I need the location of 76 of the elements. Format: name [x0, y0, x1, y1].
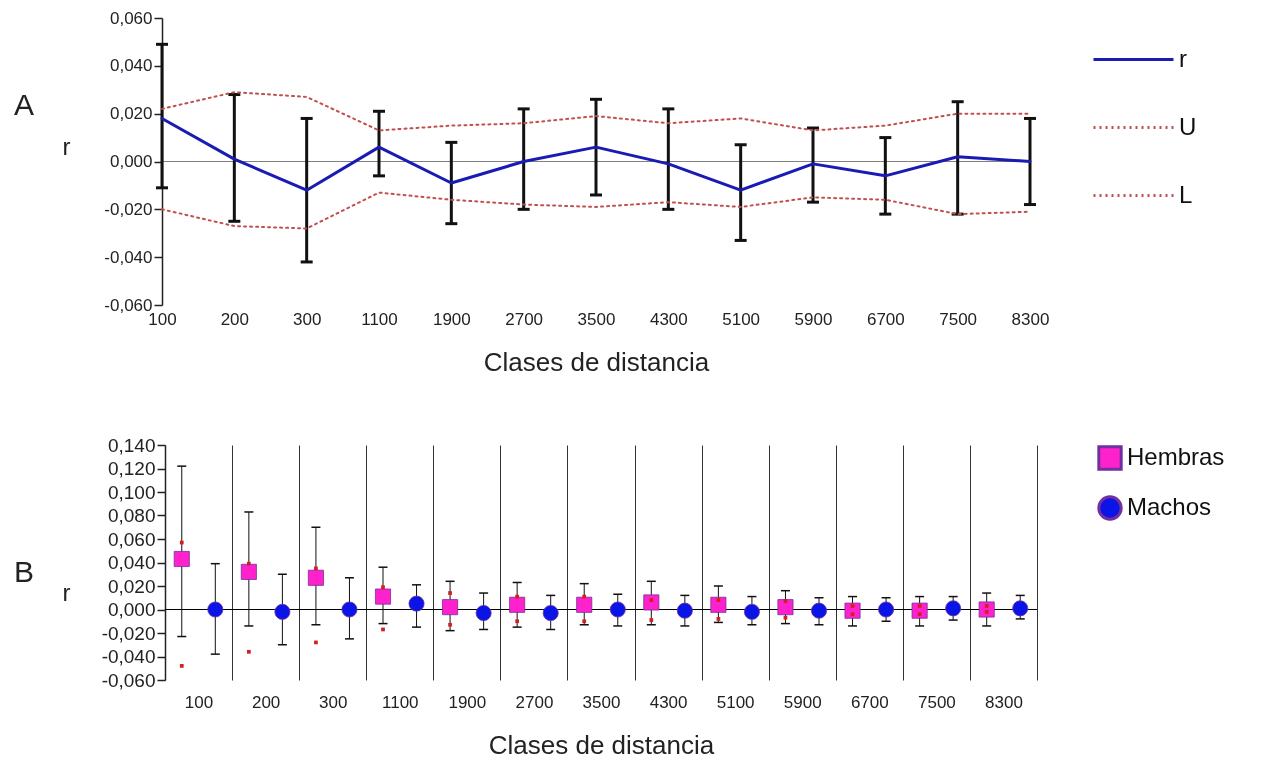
y-axis-title: r	[62, 578, 71, 606]
x-tick-label: 5900	[783, 692, 822, 712]
x-tick-label: 4300	[649, 309, 688, 329]
y-tick-label: -0,020	[104, 199, 153, 219]
y-tick-label: 0,040	[107, 552, 156, 573]
y-tick-label: 0,060	[109, 8, 153, 28]
y-tick-label: 0,020	[109, 104, 153, 124]
point	[515, 619, 520, 624]
y-tick-label: -0,020	[101, 622, 156, 644]
y-tick-label: 0,000	[107, 599, 156, 620]
point	[381, 585, 385, 590]
text: A	[14, 88, 35, 122]
line-series	[160, 116, 1032, 192]
y-tick-label: -0,040	[101, 646, 156, 667]
x-tick-label: 3500	[577, 309, 616, 329]
x-tick-label: 1900	[432, 309, 471, 329]
point	[710, 596, 727, 613]
point	[307, 569, 324, 586]
x-tick-label: 6700	[866, 309, 905, 329]
legend-label: Machos	[1127, 493, 1212, 520]
x-axis-title: Clases de distancia	[483, 346, 710, 377]
x-tick-label: 5100	[722, 309, 761, 329]
legend-label: Hembras	[1127, 443, 1225, 470]
y-tick-label: 0,000	[109, 152, 153, 171]
point	[442, 599, 459, 616]
point	[649, 618, 654, 622]
x-tick-label: 7500	[939, 309, 978, 329]
y-tick-label: 0,060	[107, 528, 156, 550]
x-tick-label: 1100	[381, 692, 419, 712]
x-tick-label: 1100	[361, 309, 398, 329]
x-axis-title: Clases de distancia	[488, 729, 715, 760]
point	[240, 563, 257, 580]
x-tick-label: 200	[220, 309, 250, 329]
point	[448, 591, 452, 595]
x-tick-label: 3500	[582, 692, 621, 712]
point	[643, 594, 660, 611]
x-tick-label: 6700	[850, 692, 889, 712]
y-tick-label: 0,100	[107, 481, 156, 503]
x-tick-label: 5100	[716, 692, 755, 712]
x-tick-label: 7500	[917, 692, 956, 712]
x-tick-label: 4300	[649, 692, 688, 712]
y-axis-title: r	[62, 132, 71, 160]
x-tick-label: 2700	[515, 692, 554, 712]
x-tick-label: 8300	[985, 692, 1023, 712]
point	[246, 561, 251, 566]
y-tick-label: 0,020	[107, 575, 156, 597]
y-tick-label: 0,080	[107, 505, 156, 526]
y-tick-label: 0,120	[107, 458, 156, 479]
y-tick-label: 0,140	[107, 434, 156, 456]
point	[246, 649, 251, 654]
x-tick-label: 300	[319, 692, 348, 712]
line-series	[161, 191, 1031, 230]
x-tick-label: 100	[184, 692, 214, 712]
point	[173, 550, 190, 567]
point	[179, 664, 184, 668]
legend-label: U	[1179, 112, 1197, 140]
point	[375, 588, 391, 605]
legend-label: r	[1179, 44, 1187, 72]
x-tick-label: 1900	[448, 692, 487, 712]
x-tick-label: 8300	[1011, 309, 1050, 329]
point	[576, 596, 593, 613]
point	[509, 596, 526, 613]
x-tick-label: 5900	[794, 309, 833, 329]
x-tick-label: 2700	[505, 309, 544, 329]
y-tick-label: -0,060	[101, 669, 156, 691]
line-series	[161, 91, 1031, 132]
text: B	[14, 555, 35, 589]
point	[448, 622, 452, 627]
x-tick-label: 300	[292, 309, 322, 329]
x-tick-label: 200	[251, 692, 281, 712]
point	[582, 619, 587, 624]
point	[984, 604, 989, 608]
legend-label: L	[1179, 180, 1193, 208]
y-tick-label: -0,040	[104, 247, 153, 267]
point	[777, 599, 794, 616]
y-tick-label: 0,040	[109, 56, 153, 76]
